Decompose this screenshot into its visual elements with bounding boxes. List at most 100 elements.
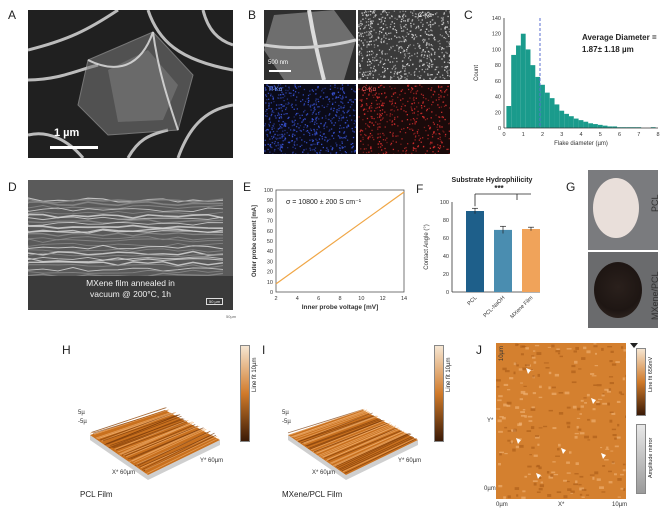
- map-pixel: [431, 133, 434, 136]
- map-pixel: [269, 145, 271, 147]
- map-pixel: [278, 124, 281, 126]
- map-pixel: [315, 102, 317, 104]
- map-pixel: [363, 27, 365, 30]
- x-axis-i: X* 60µm: [312, 470, 336, 476]
- map-pixel: [329, 85, 332, 87]
- map-pixel: [301, 139, 303, 141]
- surface-ridge: [287, 409, 364, 434]
- map-pixel: [403, 20, 405, 22]
- map-pixel: [403, 65, 405, 68]
- afm-texture: [593, 343, 597, 345]
- map-pixel: [442, 23, 444, 25]
- map-pixel: [375, 55, 377, 57]
- map-pixel: [395, 57, 398, 59]
- map-pixel: [325, 115, 327, 117]
- map-pixel: [418, 139, 421, 141]
- map-pixel: [292, 133, 294, 135]
- map-pixel: [439, 136, 441, 138]
- map-pixel: [318, 111, 320, 114]
- map-pixel: [382, 28, 385, 30]
- afm-texture: [570, 490, 575, 493]
- map-pixel: [401, 76, 403, 78]
- afm-texture: [545, 367, 550, 369]
- map-pixel: [391, 68, 393, 70]
- map-pixel: [369, 41, 371, 43]
- map-pixel: [365, 108, 367, 110]
- afm-texture: [604, 459, 609, 461]
- map-pixel: [359, 28, 361, 30]
- afm-texture: [533, 454, 538, 457]
- map-pixel: [288, 102, 290, 104]
- x-tick-label: 2: [274, 296, 277, 302]
- map-pixel: [309, 90, 311, 92]
- map-pixel: [400, 20, 403, 23]
- map-pixel: [366, 117, 369, 120]
- map-pixel: [382, 139, 385, 141]
- map-pixel: [407, 20, 409, 22]
- map-pixel: [429, 21, 432, 23]
- map-pixel: [284, 139, 286, 141]
- map-pixel: [405, 24, 407, 26]
- map-pixel: [277, 134, 279, 136]
- y-tick-label: 40: [495, 95, 501, 101]
- map-pixel: [433, 23, 435, 25]
- map-pixel: [269, 88, 272, 90]
- map-pixel: [331, 135, 333, 137]
- map-pixel: [358, 35, 360, 37]
- map-pixel: [389, 115, 391, 117]
- map-pixel: [302, 129, 305, 131]
- map-pixel: [291, 120, 293, 122]
- map-pixel: [439, 42, 441, 45]
- map-pixel: [416, 90, 419, 92]
- map-pixel: [280, 116, 282, 118]
- map-pixel: [390, 71, 392, 73]
- map-pixel: [403, 13, 405, 15]
- map-pixel: [313, 107, 315, 110]
- map-pixel: [361, 54, 363, 57]
- map-pixel: [302, 120, 304, 122]
- map-pixel: [375, 107, 377, 109]
- afm-texture: [504, 426, 508, 429]
- map-pixel: [286, 132, 288, 134]
- map-pixel: [389, 26, 392, 28]
- map-pixel: [422, 94, 424, 96]
- surface-ridge: [309, 419, 384, 450]
- afm-texture: [608, 376, 614, 378]
- map-pixel: [291, 124, 294, 127]
- map-pixel: [378, 18, 381, 21]
- map-pixel: [374, 10, 376, 12]
- map-pixel: [350, 119, 353, 121]
- map-pixel: [425, 68, 427, 71]
- map-pixel: [292, 151, 294, 153]
- map-pixel: [384, 76, 386, 78]
- afm-texture: [552, 427, 557, 430]
- map-pixel: [281, 137, 283, 139]
- map-pixel: [351, 151, 353, 153]
- map-pixel: [427, 73, 429, 75]
- afm-texture: [502, 367, 507, 371]
- map-pixel: [321, 117, 323, 119]
- map-pixel: [359, 78, 362, 80]
- map-pixel: [277, 128, 280, 130]
- map-pixel: [368, 50, 371, 53]
- map-pixel: [430, 54, 433, 56]
- afm-texture: [512, 448, 516, 452]
- map-pixel: [368, 107, 370, 109]
- map-pixel: [443, 13, 445, 15]
- map-pixel: [291, 134, 293, 137]
- map-pixel: [362, 35, 365, 38]
- map-pixel: [403, 41, 406, 43]
- layer-stripe: [28, 252, 224, 258]
- map-pixel: [269, 131, 271, 133]
- map-pixel: [419, 137, 422, 140]
- map-pixel: [371, 117, 373, 119]
- map-pixel: [411, 123, 414, 125]
- afm-texture: [498, 462, 502, 466]
- map-pixel: [420, 141, 422, 143]
- map-pixel: [294, 123, 296, 125]
- map-pixel: [326, 147, 328, 149]
- map-pixel: [358, 54, 360, 56]
- surface-ridge: [311, 420, 386, 451]
- map-pixel: [393, 22, 396, 25]
- afm-texture: [610, 350, 614, 353]
